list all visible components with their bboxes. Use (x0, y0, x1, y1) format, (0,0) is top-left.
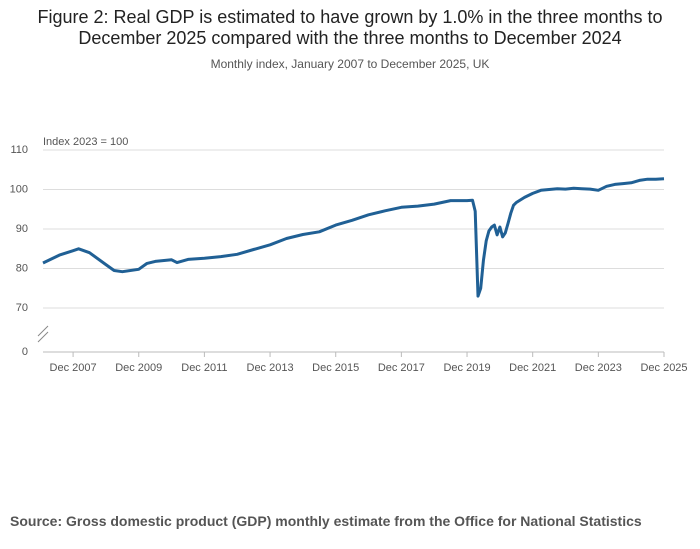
axis-break (37, 331, 49, 343)
x-tick-label: Dec 2015 (312, 362, 359, 374)
y-tick-label: 100 (10, 183, 28, 195)
chart-subtitle: Monthly index, January 2007 to December … (210, 57, 490, 71)
y-tick-label: 80 (16, 262, 28, 274)
x-tick-label: Dec 2011 (181, 362, 227, 374)
x-tick-label: Dec 2023 (575, 362, 622, 374)
x-tick-label: Dec 2009 (115, 362, 162, 374)
x-tick-label: Dec 2019 (443, 362, 490, 374)
y-tick-label: 90 (16, 223, 28, 235)
data-line (42, 177, 665, 298)
y-tick-label: 110 (10, 144, 28, 156)
x-tick-label: Dec 2021 (509, 362, 556, 374)
x-tick-label: Dec 2007 (50, 362, 97, 374)
x-tick-label: Dec 2025 (640, 362, 687, 374)
axis-break (37, 325, 49, 337)
x-tick-label: Dec 2017 (378, 362, 425, 374)
x-tick-label: Dec 2013 (247, 362, 294, 374)
y-tick-label: 0 (22, 346, 28, 358)
y-tick-label: 70 (16, 302, 28, 314)
source: Source: Gross domestic product (GDP) mon… (10, 513, 642, 529)
chart-title: Figure 2: Real GDP is estimated to have … (37, 7, 663, 48)
y-axis-label: Index 2023 = 100 (43, 136, 128, 148)
chart: Index 2023 = 100 0 70 80 90 100 110 Dec 2007 De… (10, 136, 688, 374)
